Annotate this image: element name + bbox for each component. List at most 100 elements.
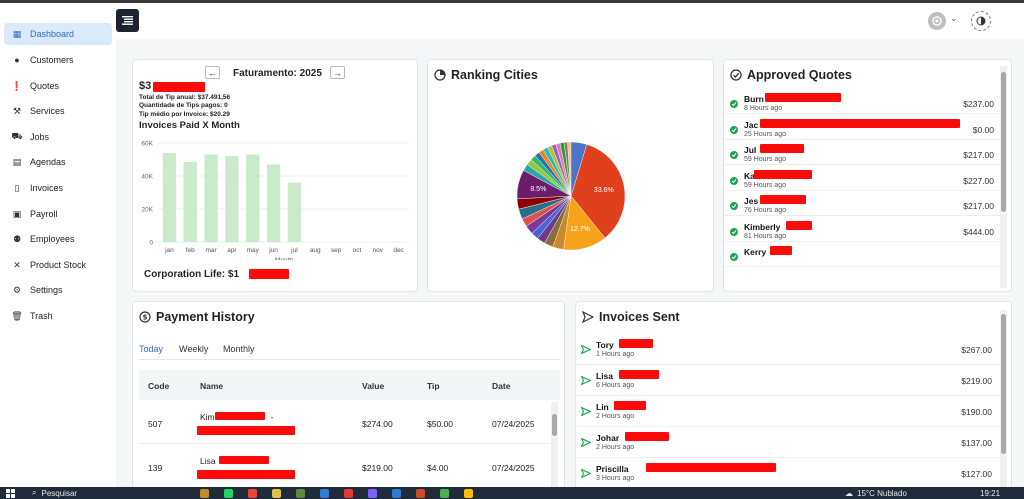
user-avatar-button[interactable] <box>928 12 946 30</box>
calendar-icon: ▤ <box>12 156 22 167</box>
bar-jun[interactable] <box>266 164 281 242</box>
taskbar-app-icon[interactable] <box>272 489 281 498</box>
tab-weekly[interactable]: Weekly <box>179 344 209 354</box>
taskbar-app-icon[interactable] <box>344 489 353 498</box>
next-year-button[interactable]: → <box>330 66 345 79</box>
clock[interactable]: 19:21 <box>980 488 1001 498</box>
x-tick-label: oct <box>353 247 362 254</box>
invoices-sent-scrollbar[interactable] <box>1000 310 1007 488</box>
taskbar-app-icon[interactable] <box>392 489 401 498</box>
list-item[interactable]: Johar 2 Hours ago $137.00 <box>576 427 1000 458</box>
taskbar-app-icon[interactable] <box>320 489 329 498</box>
x-tick-label: apr <box>227 247 237 254</box>
redacted-amount <box>153 82 205 92</box>
taskbar-search-label: Pesquisar <box>41 488 78 498</box>
weather-widget[interactable]: ☁ 15°C Nublado <box>845 488 907 498</box>
invoice-time: 3 Hours ago <box>596 475 635 482</box>
sidebar-item-services[interactable]: ⚒ Services <box>4 100 112 122</box>
quote-amount: $237.00 <box>963 99 994 109</box>
taskbar-app-icon[interactable] <box>200 489 209 498</box>
payment-table-scrollbar[interactable] <box>551 402 558 490</box>
tab-monthly[interactable]: Monthly <box>223 344 255 354</box>
list-item[interactable]: Lin 2 Hours ago $190.00 <box>576 396 1000 427</box>
sidebar-item-settings[interactable]: ⚙ Settings <box>4 279 112 301</box>
list-item[interactable]: Burn 8 Hours ago $237.00 <box>724 89 1000 114</box>
list-item[interactable]: Jes 76 Hours ago $217.00 <box>724 191 1000 216</box>
table-row[interactable]: 507 Kim - $274.00 $50.00 07/24/2025 <box>139 400 551 444</box>
sidebar-item-customers[interactable]: ● Customers <box>4 49 112 71</box>
pie-slice[interactable] <box>570 141 588 197</box>
sidebar-item-quotes[interactable]: ❗ Quotes <box>4 75 112 97</box>
invoice-amount: $219.00 <box>961 376 992 386</box>
invoices-bar-chart: 0 20K 40K 60K jan feb mar apr may jun jul aug sep oct… <box>141 141 409 260</box>
taskbar-app-icon[interactable] <box>368 489 377 498</box>
previous-year-button[interactable]: ← <box>205 66 220 79</box>
pie-chart-icon <box>434 69 446 81</box>
scrollbar-thumb[interactable] <box>1001 314 1006 454</box>
menu-toggle-button[interactable] <box>116 9 139 32</box>
list-item[interactable]: Priscilla 3 Hours ago $127.00 <box>576 458 1000 489</box>
sidebar-item-label: Services <box>30 106 65 116</box>
bar-may[interactable] <box>246 154 260 242</box>
bar-jul[interactable] <box>287 182 302 242</box>
list-item[interactable]: Kimberly 81 Hours ago $444.00 <box>724 217 1000 242</box>
taskbar-app-icon[interactable] <box>224 489 233 498</box>
os-taskbar: ⌕ Pesquisar ☁ 15°C Nublado 19:21 <box>0 487 1024 499</box>
bar-feb[interactable] <box>183 161 197 242</box>
scrollbar-thumb[interactable] <box>1001 72 1006 212</box>
list-item[interactable]: Tory 1 Hours ago $267.00 <box>576 334 1000 365</box>
tab-today[interactable]: Today <box>139 344 164 354</box>
sidebar-item-payroll[interactable]: ▣ Payroll <box>4 203 112 225</box>
bar-apr[interactable] <box>225 156 239 242</box>
sidebar-item-agendas[interactable]: ▤ Agendas <box>4 151 112 173</box>
approved-quotes-title: Approved Quotes <box>747 68 852 82</box>
invoice-time: 2 Hours ago <box>596 444 635 451</box>
redacted-name <box>770 246 792 255</box>
taskbar-app-icon[interactable] <box>248 489 257 498</box>
list-item[interactable]: Ka 59 Hours ago $227.00 <box>724 166 1000 191</box>
weather-text: 15°C Nublado <box>857 488 907 498</box>
sidebar-item-trash[interactable]: 🗑 Trash <box>4 305 112 327</box>
quote-customer-name: Jul <box>744 145 757 155</box>
taskbar-app-icon[interactable] <box>416 489 425 498</box>
approved-quotes-header: Approved Quotes <box>730 68 852 82</box>
table-row[interactable]: 139 Lisa $219.00 $4.00 07/24/2025 <box>139 444 551 488</box>
list-item[interactable]: Jul 59 Hours ago $217.00 <box>724 140 1000 165</box>
x-tick-label: mar <box>205 247 217 254</box>
sidebar-item-employees[interactable]: ⚉ Employees <box>4 228 112 250</box>
check-circle-icon <box>730 69 742 81</box>
arrow-right-icon: → <box>333 67 342 78</box>
taskbar-app-icon[interactable] <box>296 489 305 498</box>
sidebar-item-label: Quotes <box>30 81 60 91</box>
check-circle-icon <box>730 176 738 185</box>
revenue-card: $3 ← Faturamento: 2025 → Total de Tip an… <box>132 59 418 292</box>
bar-jan[interactable] <box>162 152 177 242</box>
list-item[interactable]: Kerry <box>724 242 1000 267</box>
sidebar-item-invoices[interactable]: ▯ Invoices <box>4 177 112 199</box>
x-axis-label: Month <box>275 257 293 260</box>
taskbar-search[interactable]: ⌕ Pesquisar <box>32 488 77 498</box>
quote-customer-name: Ka <box>744 170 755 181</box>
sidebar-item-dashboard[interactable]: ▦ Dashboard <box>4 23 112 45</box>
approved-quotes-scrollbar[interactable] <box>1000 66 1007 288</box>
x-tick-label: jul <box>290 247 298 254</box>
svg-text:$: $ <box>143 314 148 322</box>
sidebar-item-product-stock[interactable]: ✕ Product Stock <box>4 254 112 276</box>
start-button[interactable] <box>6 488 15 498</box>
taskbar-app-icon[interactable] <box>464 489 473 498</box>
chevron-down-icon[interactable]: ⌄ <box>950 13 958 23</box>
redacted-name <box>214 412 265 420</box>
column-date: Date <box>492 381 511 391</box>
tools-cross-icon: ✕ <box>13 259 21 270</box>
bar-mar[interactable] <box>204 154 218 242</box>
pie-slice[interactable] <box>570 144 626 239</box>
list-item[interactable]: Lisa 6 Hours ago $219.00 <box>576 365 1000 396</box>
scrollbar-thumb[interactable] <box>552 414 557 436</box>
redacted-name <box>754 169 813 179</box>
sidebar-item-jobs[interactable]: ⛟ Jobs <box>4 126 112 148</box>
payment-date: 07/24/2025 <box>492 419 535 429</box>
sidebar-item-label: Trash <box>30 311 53 321</box>
list-item[interactable]: Jac 25 Hours ago $0.00 <box>724 115 1000 140</box>
taskbar-app-icon[interactable] <box>440 489 449 498</box>
send-icon <box>580 375 592 386</box>
